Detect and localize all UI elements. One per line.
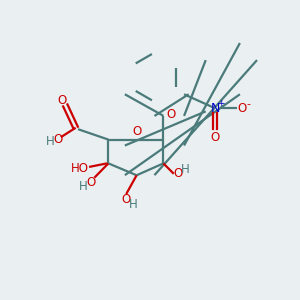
Text: H: H	[46, 136, 54, 148]
Text: O: O	[122, 193, 131, 206]
Text: O: O	[132, 125, 141, 138]
Text: HO: HO	[71, 162, 89, 175]
Text: H: H	[79, 180, 88, 193]
Text: O: O	[57, 94, 66, 107]
Text: N: N	[211, 102, 220, 115]
Text: -: -	[247, 99, 251, 109]
Text: O: O	[238, 102, 247, 115]
Text: +: +	[217, 98, 224, 107]
Text: O: O	[53, 133, 63, 146]
Text: H: H	[128, 198, 137, 211]
Text: O: O	[166, 108, 176, 121]
Text: O: O	[211, 131, 220, 144]
Text: O: O	[87, 176, 96, 189]
Text: O: O	[174, 167, 183, 180]
Text: H: H	[181, 164, 190, 176]
